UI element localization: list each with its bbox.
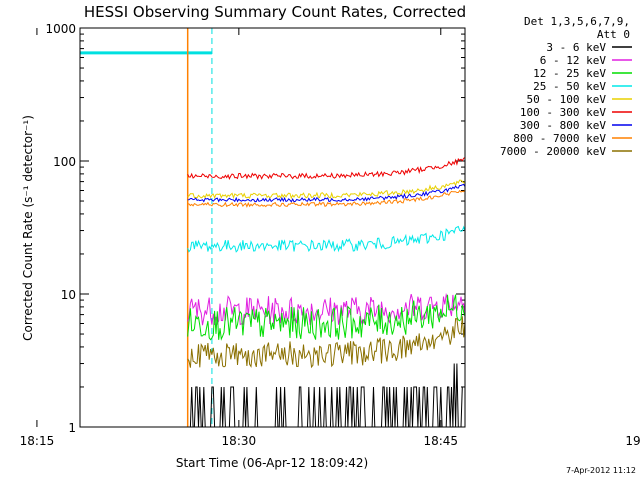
legend-header-line-1: Det 1,3,5,6,7,9,: [524, 15, 630, 28]
legend-label: 25 - 50 keV: [533, 80, 606, 93]
series-line: [187, 225, 465, 253]
series-line: [187, 189, 465, 208]
y-tick-label: 10: [61, 288, 76, 302]
x-tick-label: 18:45: [423, 434, 458, 448]
y-axis-label: Corrected Count Rate (s⁻¹ detector⁻¹): [21, 115, 35, 341]
y-tick-label: 1: [68, 421, 76, 435]
chart-title: HESSI Observing Summary Count Rates, Cor…: [84, 3, 466, 21]
legend-label: 12 - 25 keV: [533, 67, 606, 80]
legend-label: 800 - 7000 keV: [513, 132, 606, 145]
x-tick-label: 18:30: [222, 434, 257, 448]
series-line: [187, 316, 465, 369]
legend-header-line-2: Att 0: [597, 28, 630, 41]
legend-label: 50 - 100 keV: [527, 93, 607, 106]
series-line: [187, 179, 465, 200]
x-tick-label: 18:15: [20, 434, 55, 448]
legend-label: 100 - 300 keV: [520, 106, 606, 119]
y-tick-label: 100: [53, 155, 76, 169]
series-line: [187, 294, 465, 341]
plot-frame: [79, 27, 466, 428]
plot-area: NS: [80, 28, 465, 427]
timestamp: 7-Apr-2012 11:12: [566, 466, 636, 475]
series-line: [187, 363, 465, 427]
legend-label: 7000 - 20000 keV: [500, 145, 606, 158]
legend-label: 3 - 6 keV: [546, 41, 606, 54]
series-line: [187, 157, 465, 180]
series-line: [187, 183, 465, 203]
x-axis-label: Start Time (06-Apr-12 18:09:42): [176, 456, 368, 470]
legend-label: 300 - 800 keV: [520, 119, 606, 132]
x-tick-label: 19:00: [625, 434, 640, 448]
series-line: [187, 292, 465, 326]
legend-label: 6 - 12 keV: [540, 54, 607, 67]
y-tick-label: 1000: [45, 22, 76, 36]
